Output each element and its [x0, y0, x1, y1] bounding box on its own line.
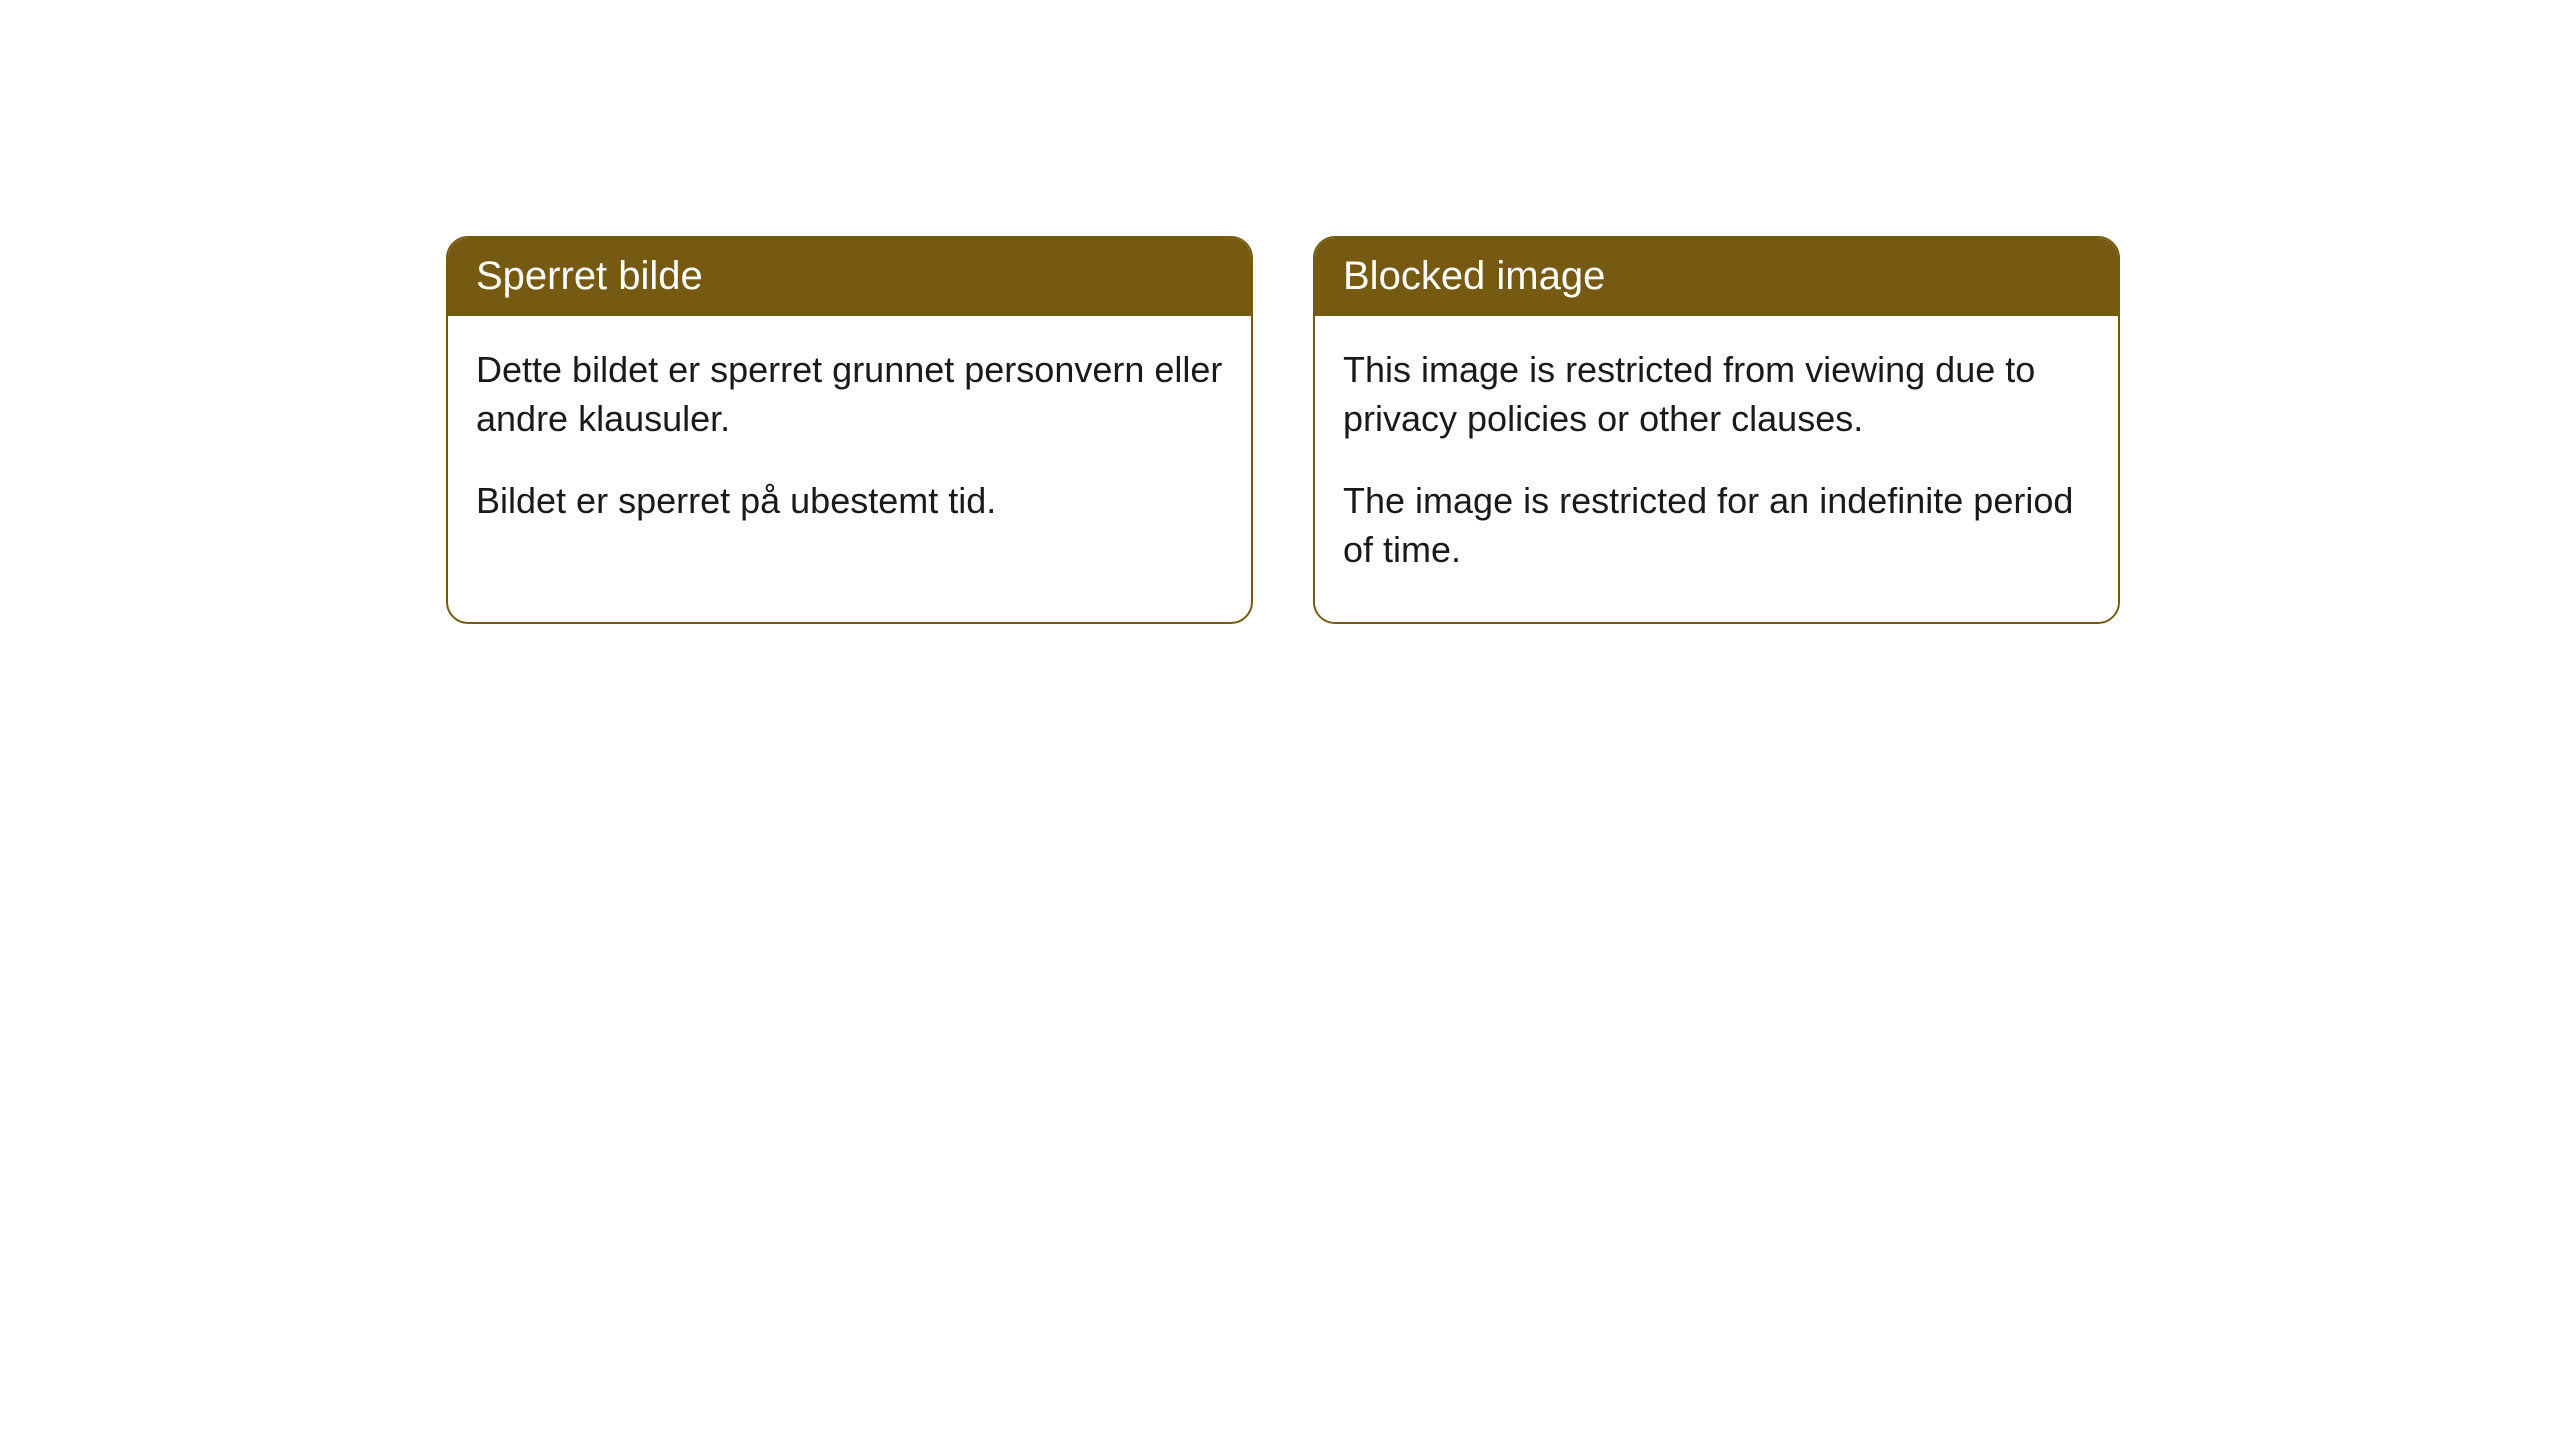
card-title: Blocked image [1343, 254, 1605, 298]
card-body-en: This image is restricted from viewing du… [1315, 316, 2118, 622]
blocked-image-card-no: Sperret bilde Dette bildet er sperret gr… [446, 236, 1253, 624]
card-header-en: Blocked image [1315, 238, 2118, 316]
card-body-no: Dette bildet er sperret grunnet personve… [448, 316, 1251, 574]
blocked-image-card-en: Blocked image This image is restricted f… [1313, 236, 2120, 624]
card-paragraph-2: Bildet er sperret på ubestemt tid. [476, 477, 1223, 526]
card-paragraph-1: This image is restricted from viewing du… [1343, 346, 2090, 443]
card-header-no: Sperret bilde [448, 238, 1251, 316]
card-title: Sperret bilde [476, 254, 703, 298]
cards-container: Sperret bilde Dette bildet er sperret gr… [446, 236, 2560, 624]
card-paragraph-2: The image is restricted for an indefinit… [1343, 477, 2090, 574]
card-paragraph-1: Dette bildet er sperret grunnet personve… [476, 346, 1223, 443]
